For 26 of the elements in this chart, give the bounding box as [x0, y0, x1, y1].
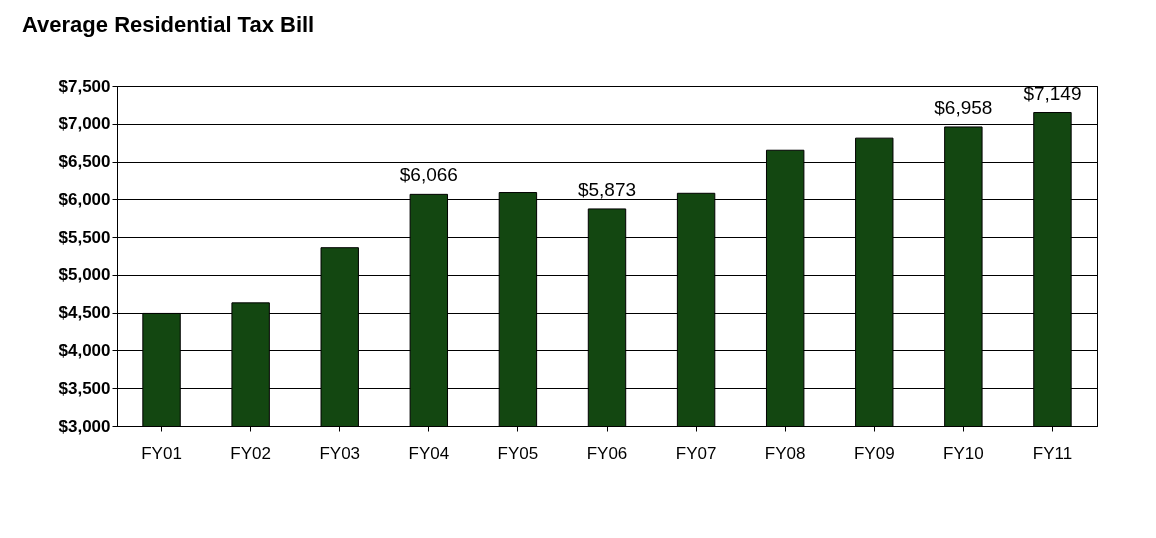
- y-tick-label: $4,000: [58, 340, 111, 360]
- x-tick-label: FY06: [586, 443, 628, 463]
- y-tick-label: $4,500: [58, 303, 111, 323]
- x-tick-label: FY10: [943, 443, 984, 463]
- x-tick-label: FY03: [319, 443, 361, 463]
- data-label: $7,149: [1023, 82, 1082, 104]
- y-tick-label: $7,000: [58, 114, 111, 134]
- x-tick-label: FY07: [675, 443, 717, 463]
- x-tick-label: FY02: [230, 443, 271, 463]
- x-tick-label: FY05: [497, 443, 539, 463]
- x-tick-label: FY08: [764, 443, 806, 463]
- y-tick-label: $5,000: [58, 265, 111, 285]
- y-tick-label: $6,500: [58, 152, 111, 172]
- x-tick-label: FY11: [1032, 443, 1073, 463]
- data-label: $5,873: [577, 178, 637, 200]
- data-label: $6,066: [399, 164, 458, 186]
- chart-title: Average Residential Tax Bill: [22, 12, 315, 37]
- x-tick-label: FY01: [141, 443, 182, 463]
- x-tick-label: FY09: [853, 443, 895, 463]
- x-tick-label: FY04: [408, 443, 450, 463]
- y-tick-label: $3,500: [58, 378, 111, 398]
- y-tick-label: $5,500: [58, 227, 111, 247]
- data-label: $6,958: [934, 96, 993, 118]
- y-tick-label: $6,000: [58, 189, 111, 209]
- y-tick-label: $3,000: [58, 416, 111, 436]
- y-tick-label: $7,500: [58, 76, 111, 96]
